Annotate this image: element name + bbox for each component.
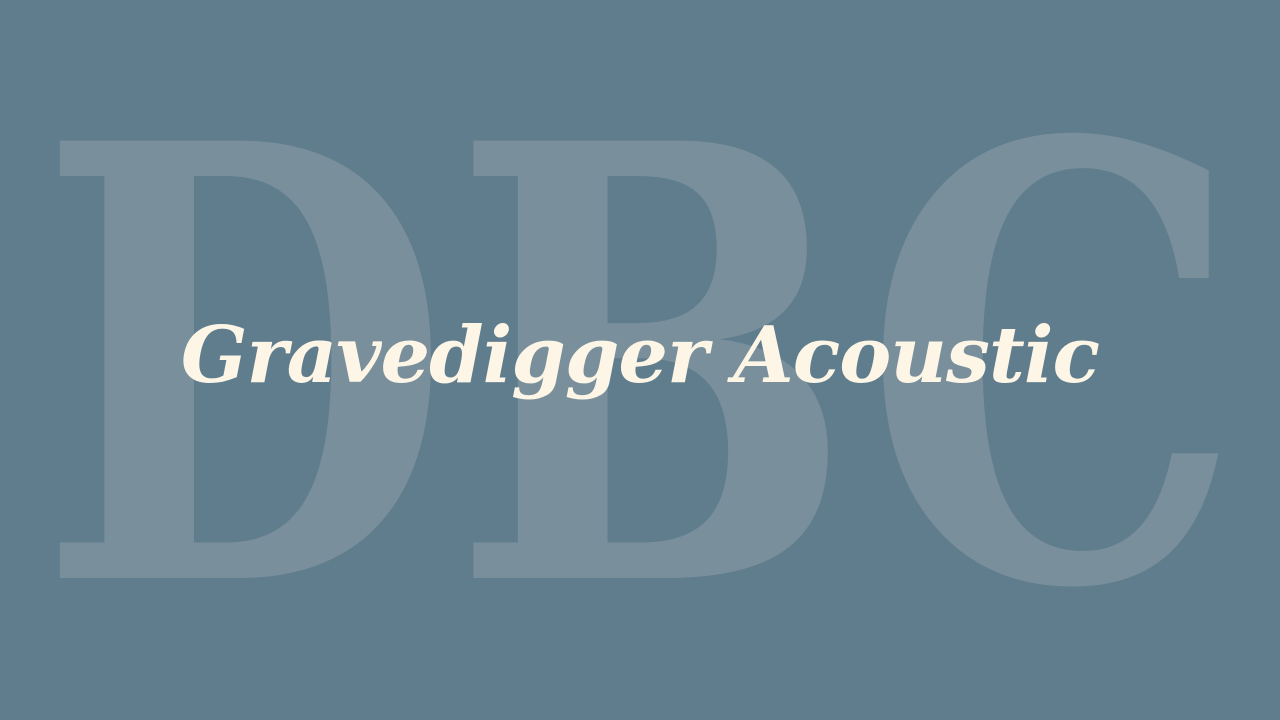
page-title: Gravedigger Acoustic [180, 309, 1100, 401]
watermark-text: DBC [38, 15, 1243, 720]
